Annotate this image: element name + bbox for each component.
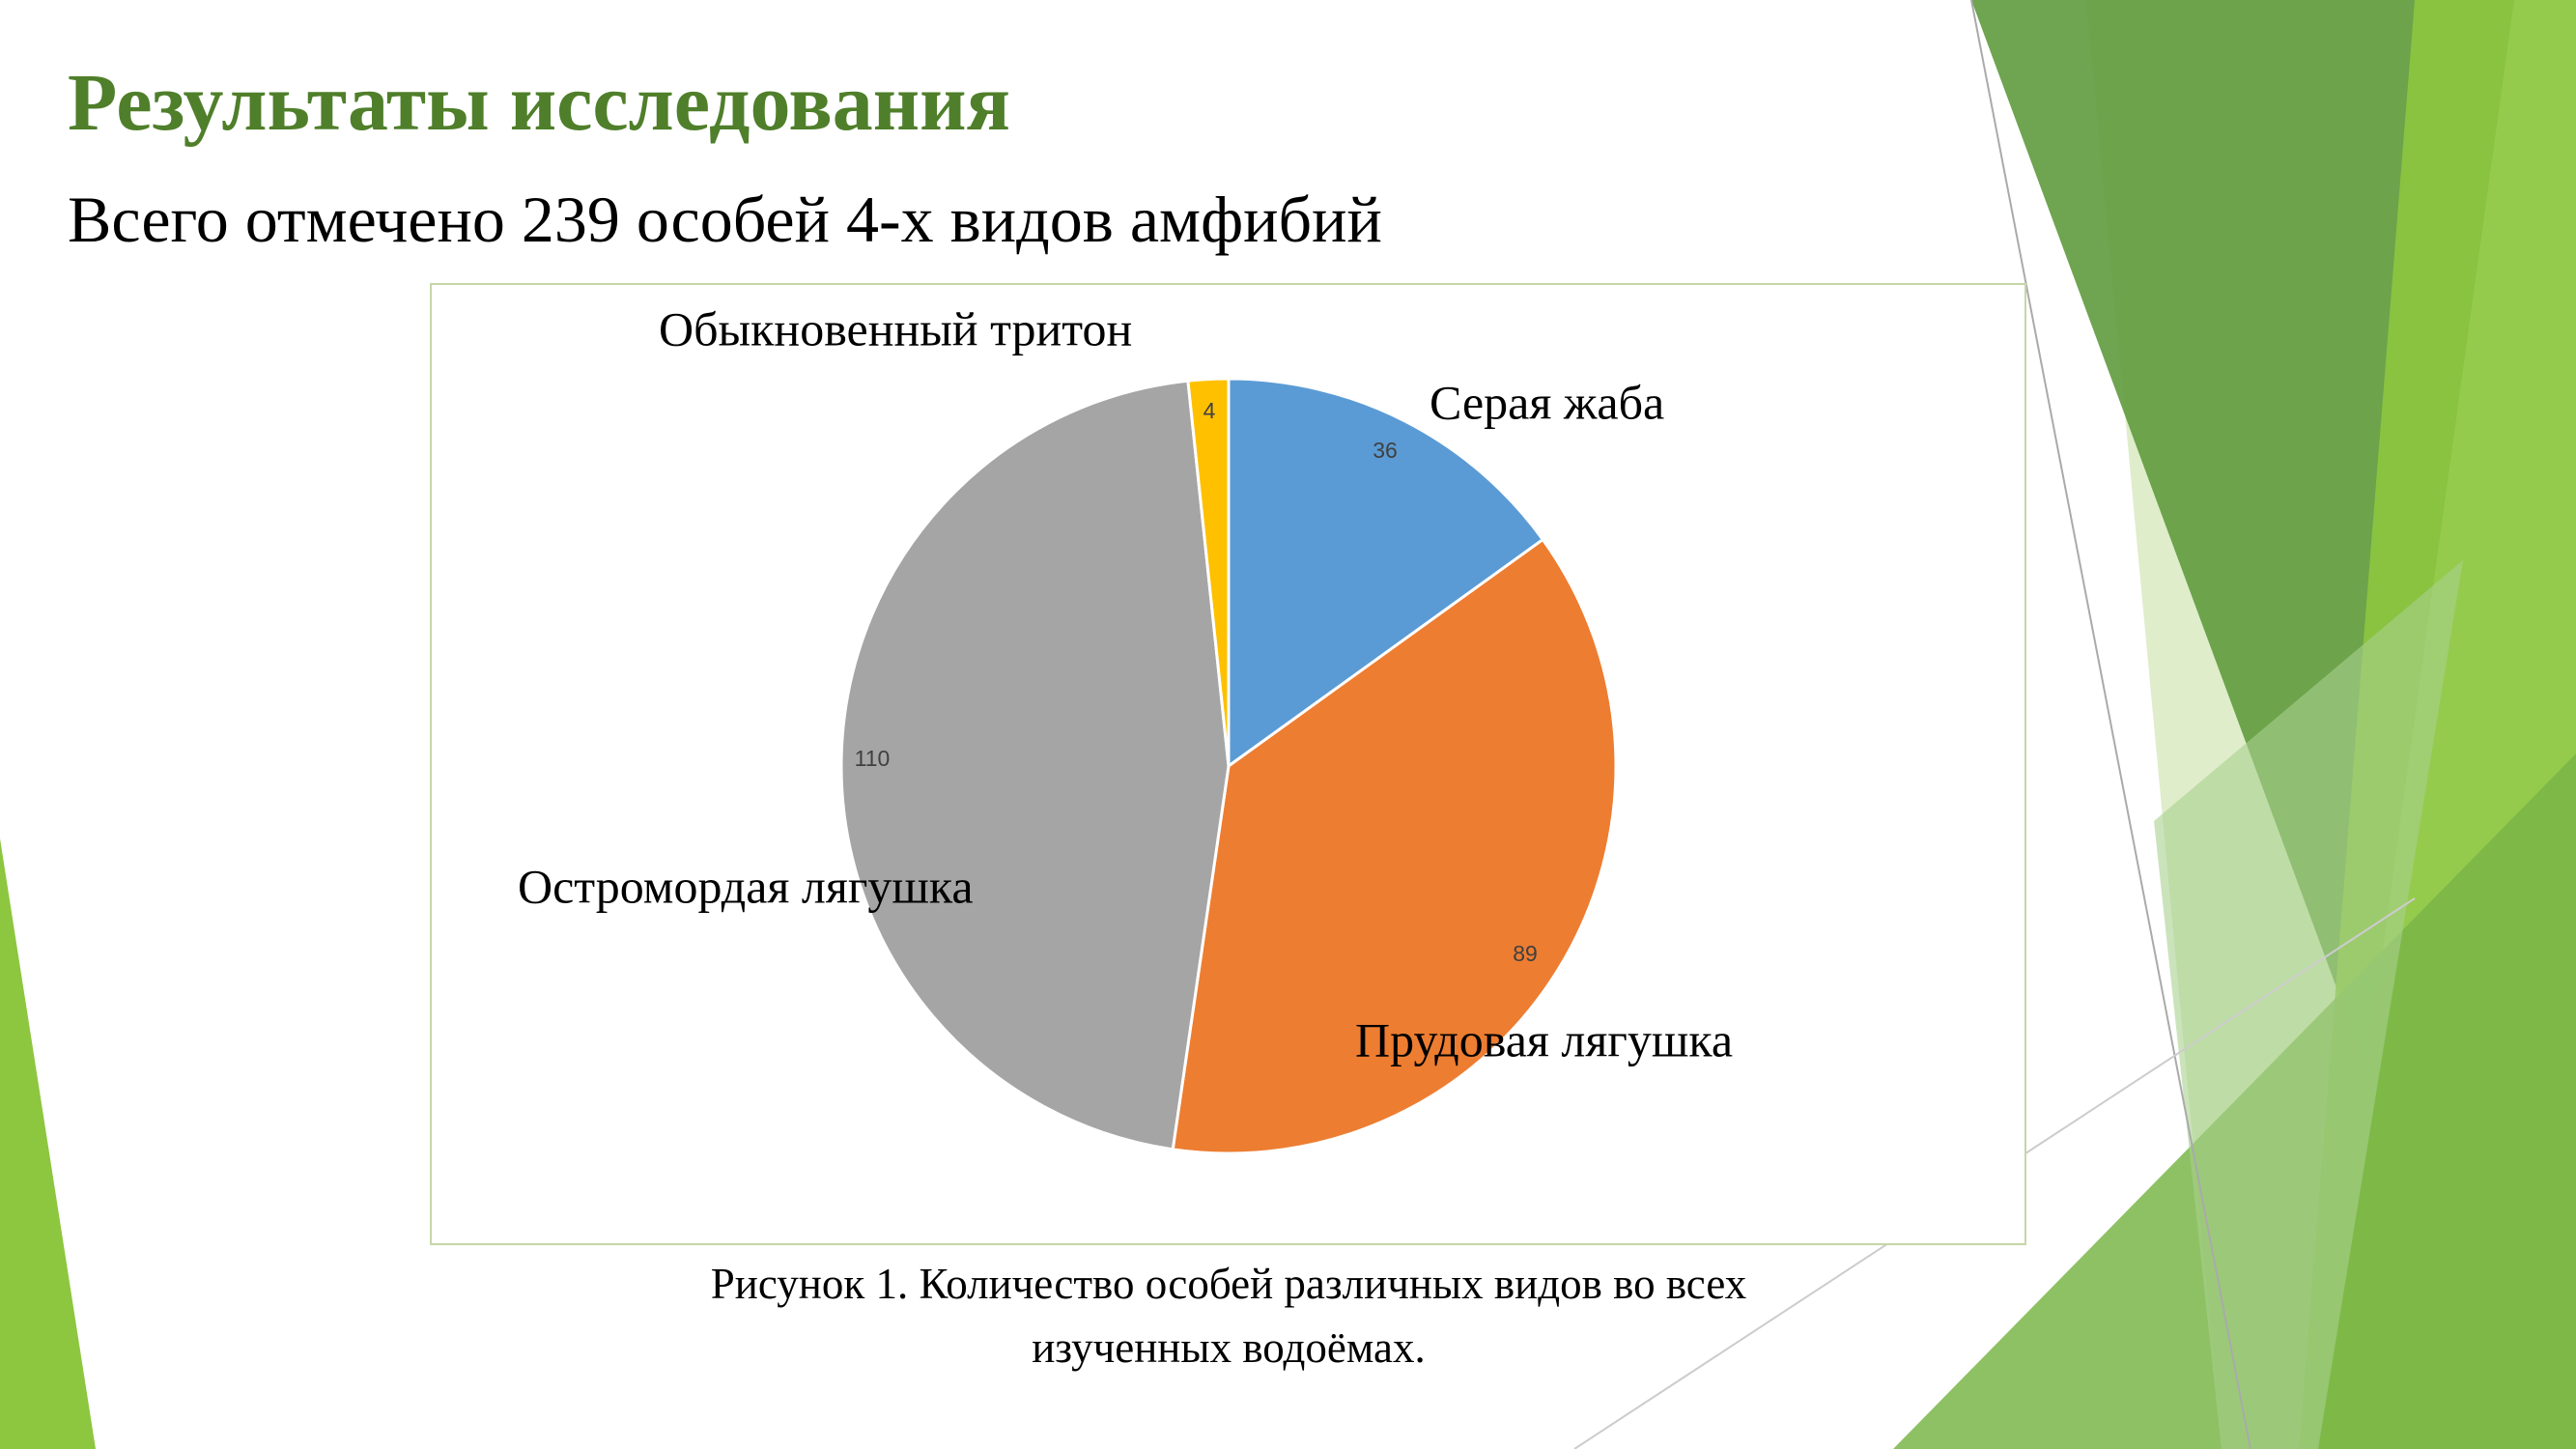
chart-caption: Рисунок 1. Количество особей различных в… (710, 1260, 1747, 1372)
deco-triangle (0, 838, 96, 1449)
category-label: Обыкновенный тритон (659, 301, 1132, 355)
pie-slice (1186, 377, 1231, 767)
deco-line (1970, 0, 2251, 1449)
pie-slice (839, 379, 1231, 1151)
pie: 36 Серая жаба 89 Прудовая лягушка 110 Остромо… (518, 301, 1733, 1155)
category-label: Серая жаба (1430, 375, 1664, 429)
pie-slice (1227, 377, 1545, 769)
value-label: 110 (855, 746, 891, 771)
value-label: 36 (1373, 438, 1398, 463)
category-label: Прудовая лягушка (1355, 1012, 1733, 1066)
pie-slice (1171, 537, 1618, 1155)
value-label: 4 (1203, 398, 1216, 423)
category-label: Остромордая лягушка (518, 859, 974, 913)
slide-title: Результаты исследования (68, 58, 1010, 148)
value-label: 89 (1513, 941, 1538, 966)
slide-subtitle: Всего отмечено 239 особей 4-х видов амфи… (68, 183, 1382, 256)
deco-triangle (2154, 560, 2463, 1449)
